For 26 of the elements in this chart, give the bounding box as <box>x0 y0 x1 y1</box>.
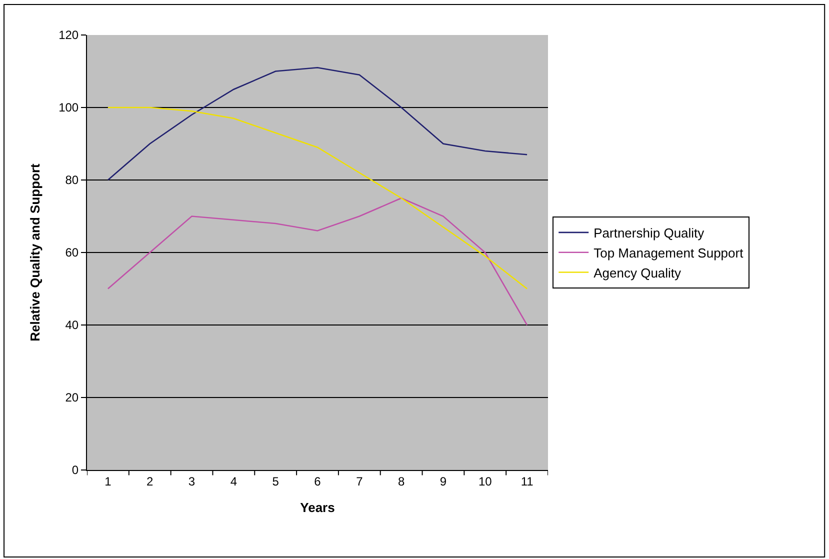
x-axis-title: Years <box>300 500 335 515</box>
y-tick-label: 120 <box>58 28 79 42</box>
x-tick-label: 1 <box>104 474 112 488</box>
x-tick-label: 4 <box>230 474 238 488</box>
x-tick-label: 9 <box>440 474 447 488</box>
x-tick-label: 8 <box>398 474 405 488</box>
line-series <box>107 106 528 290</box>
x-tick-label: 11 <box>520 474 534 488</box>
x-tick-label: 10 <box>478 474 492 488</box>
x-tick-label: 3 <box>188 474 196 488</box>
legend-label: Top Management Support <box>594 245 744 260</box>
y-tick-label: 100 <box>58 100 79 115</box>
y-tick-label: 60 <box>65 246 79 260</box>
y-tick-label: 80 <box>65 173 79 188</box>
y-axis-title: Relative Quality and Support <box>28 162 43 342</box>
line-series <box>107 197 528 326</box>
line-series <box>107 66 528 181</box>
x-tick-label: 2 <box>146 474 154 488</box>
x-tick-label: 7 <box>356 474 364 488</box>
x-tick-label: 6 <box>314 474 322 488</box>
y-tick-label: 0 <box>72 463 79 478</box>
x-tick-label: 5 <box>272 474 280 488</box>
legend-label: Agency Quality <box>594 265 682 280</box>
legend-label: Partnership Quality <box>594 226 705 241</box>
y-tick-label: 40 <box>65 318 79 332</box>
y-tick-label: 20 <box>65 390 79 405</box>
